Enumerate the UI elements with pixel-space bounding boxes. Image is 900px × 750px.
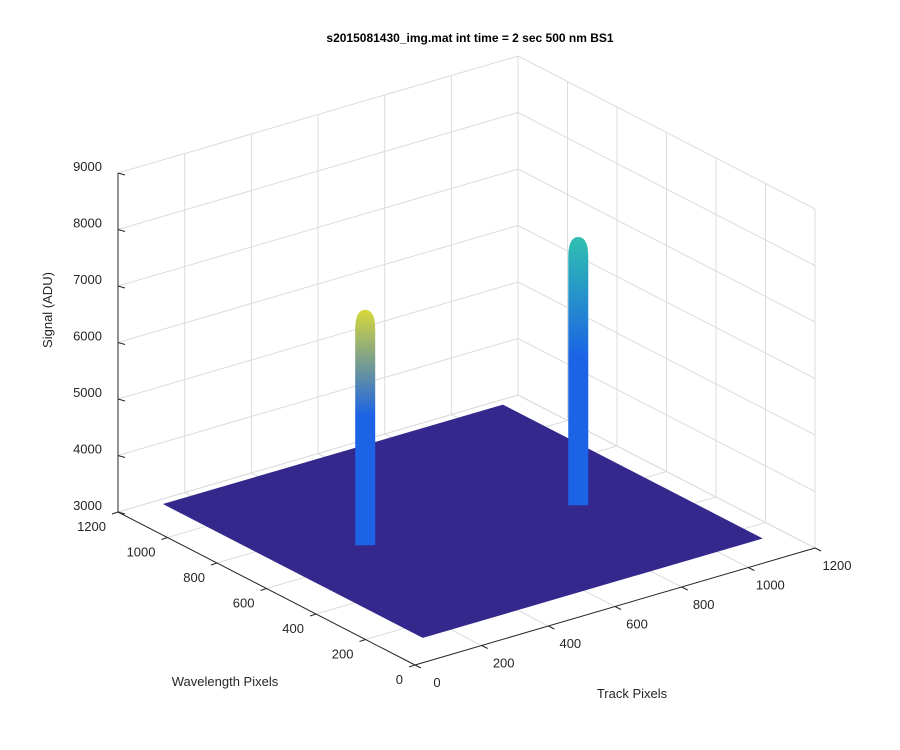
z-tick — [117, 455, 126, 458]
grid-line — [517, 338, 816, 492]
y-tick-label: 1000 — [127, 545, 156, 560]
grid-line — [117, 55, 519, 174]
y-tick — [210, 562, 218, 566]
chart-title: s2015081430_img.mat int time = 2 sec 500… — [326, 31, 613, 45]
grid-line — [517, 225, 816, 379]
grid-line — [517, 55, 816, 210]
y-axis-label: Wavelength Pixels — [172, 674, 279, 689]
y-tick — [161, 537, 168, 540]
z-tick — [117, 172, 126, 176]
x-tick-label: 600 — [626, 617, 648, 632]
y-tick-label: 400 — [282, 621, 304, 636]
x-axis-label: Track Pixels — [597, 686, 668, 701]
y-tick-label: 600 — [233, 596, 255, 611]
x-tick — [814, 547, 822, 552]
grid-line — [517, 168, 816, 323]
grid-line — [117, 225, 519, 343]
y-tick — [408, 664, 416, 668]
grid-line — [117, 394, 519, 513]
x-tick-label: 200 — [493, 656, 515, 671]
z-tick — [117, 285, 126, 289]
y-tick — [111, 511, 119, 515]
z-tick-label: 5000 — [73, 385, 102, 400]
z-tick — [117, 398, 126, 402]
grid-line — [117, 168, 519, 287]
x-tick — [548, 625, 555, 630]
z-tick — [117, 229, 126, 232]
y-tick-label: 800 — [183, 570, 205, 585]
x-tick-label: 1200 — [823, 558, 852, 573]
z-axis-label: Signal (ADU) — [40, 272, 55, 348]
x-tick-label: 0 — [433, 675, 440, 690]
x-tick — [614, 606, 622, 610]
z-tick-label: 3000 — [73, 498, 102, 513]
grid-line — [117, 112, 519, 230]
grid-line — [517, 394, 816, 549]
surface-floor — [162, 404, 763, 638]
y-tick-label: 200 — [332, 647, 354, 662]
x-tick — [748, 567, 755, 571]
y-tick-label: 0 — [396, 672, 403, 687]
x-tick — [681, 586, 688, 591]
grid-line — [517, 281, 816, 436]
z-tick-label: 4000 — [73, 442, 102, 457]
z-tick — [117, 511, 126, 515]
z-tick — [117, 342, 126, 345]
y-tick — [260, 588, 267, 591]
x-tick-label: 1000 — [756, 578, 785, 593]
surface-peak — [355, 309, 376, 546]
z-tick-label: 7000 — [73, 272, 102, 287]
y-tick — [309, 613, 317, 617]
y-tick — [359, 639, 366, 642]
z-tick-label: 8000 — [73, 216, 102, 231]
grid-line — [117, 338, 519, 456]
grid-line — [517, 112, 816, 266]
x-tick-label: 800 — [693, 597, 715, 612]
x-tick-label: 400 — [559, 636, 581, 651]
y-tick-label: 1200 — [77, 519, 106, 534]
z-tick-label: 9000 — [73, 159, 102, 174]
x-tick — [481, 645, 488, 649]
z-tick-label: 6000 — [73, 329, 102, 344]
grid-line — [117, 281, 519, 400]
x-tick — [414, 664, 422, 669]
surface-peak — [568, 236, 589, 506]
